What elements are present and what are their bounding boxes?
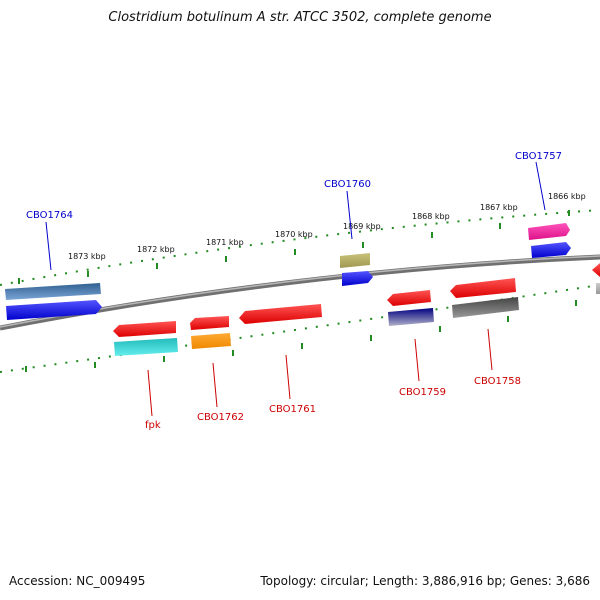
gene-feature-cbo1758-b: [452, 297, 519, 318]
kbp-label: 1869 kbp: [343, 222, 381, 231]
major-ticks-forward: [18, 210, 570, 284]
gene-feature-cbo1759-a: [387, 290, 431, 306]
accession-text: Accession: NC_009495: [9, 574, 146, 588]
forward-tick-track: [0, 209, 600, 286]
kbp-label: 1872 kbp: [137, 245, 175, 254]
gene-cbo1762[interactable]: [190, 316, 231, 349]
major-ticks-reverse: [25, 300, 577, 372]
kbp-label: 1866 kbp: [548, 192, 586, 201]
leader-line-cbo1761: [285, 354, 291, 400]
gene-feature-cbo1759-b: [388, 308, 434, 326]
gene-label-cbo1757[interactable]: CBO1757: [515, 151, 562, 162]
leader-line-cbo1757: [535, 161, 546, 211]
gene-label-cbo1761[interactable]: CBO1761: [269, 404, 316, 415]
gene-cbo1758[interactable]: [450, 278, 519, 318]
gene-label-cbo1764[interactable]: CBO1764: [26, 210, 73, 221]
gene-label-cbo1759[interactable]: CBO1759: [399, 387, 446, 398]
leader-line-cbo1760: [346, 190, 353, 240]
genome-summary-text: Topology: circular; Length: 3,886,916 bp…: [260, 574, 590, 588]
gene-feature-cbo1760-b: [342, 271, 373, 286]
leader-lines-reverse: [147, 328, 493, 417]
gene-feature-cbo1757-a: [528, 223, 570, 240]
gene-label-cbo1762[interactable]: CBO1762: [197, 412, 244, 423]
gene-label-cbo1758[interactable]: CBO1758: [474, 376, 521, 387]
gene-cbo1764[interactable]: [5, 283, 102, 320]
kbp-label: 1868 kbp: [412, 212, 450, 221]
gene-feature-cbo1761: [239, 304, 322, 324]
leader-line-cbo1764: [45, 221, 52, 271]
leader-line-fpk: [147, 369, 153, 417]
gene-cbo1759[interactable]: [387, 290, 434, 326]
gene-feature-edge-b: [596, 283, 600, 294]
leader-line-cbo1759: [414, 338, 420, 382]
gene-cbo1760[interactable]: [340, 253, 373, 286]
gene-feature-cbo1762-b: [191, 333, 231, 349]
kbp-label: 1867 kbp: [480, 203, 518, 212]
kbp-label: 1871 kbp: [206, 238, 244, 247]
gene-cbo1757[interactable]: [528, 223, 571, 258]
map-title: Clostridium botulinum A str. ATCC 3502, …: [108, 10, 492, 25]
gene-feature-fpk-b: [114, 338, 178, 356]
gene-feature-edge-a: [592, 263, 600, 277]
gene-feature-cbo1757-b: [531, 242, 571, 258]
gene-fpk[interactable]: [113, 321, 178, 356]
gene-feature-fpk-a: [113, 321, 176, 337]
gene-edge-fragment[interactable]: [592, 263, 600, 294]
gene-feature-cbo1758-a: [450, 278, 516, 298]
gene-feature-cbo1764-a: [5, 283, 101, 300]
gene-label-fpk[interactable]: fpk: [145, 420, 161, 431]
kbp-label: 1870 kbp: [275, 230, 313, 239]
kbp-label: 1873 kbp: [68, 252, 106, 261]
gene-feature-cbo1762-a: [190, 316, 229, 330]
leader-line-cbo1762: [212, 362, 218, 408]
leader-line-cbo1758: [487, 328, 493, 371]
gene-cbo1761[interactable]: [239, 304, 322, 324]
gene-feature-cbo1764-b: [6, 300, 102, 320]
gene-label-cbo1760[interactable]: CBO1760: [324, 179, 371, 190]
gene-feature-cbo1760-a: [340, 253, 370, 268]
leader-lines-forward: [45, 161, 546, 271]
